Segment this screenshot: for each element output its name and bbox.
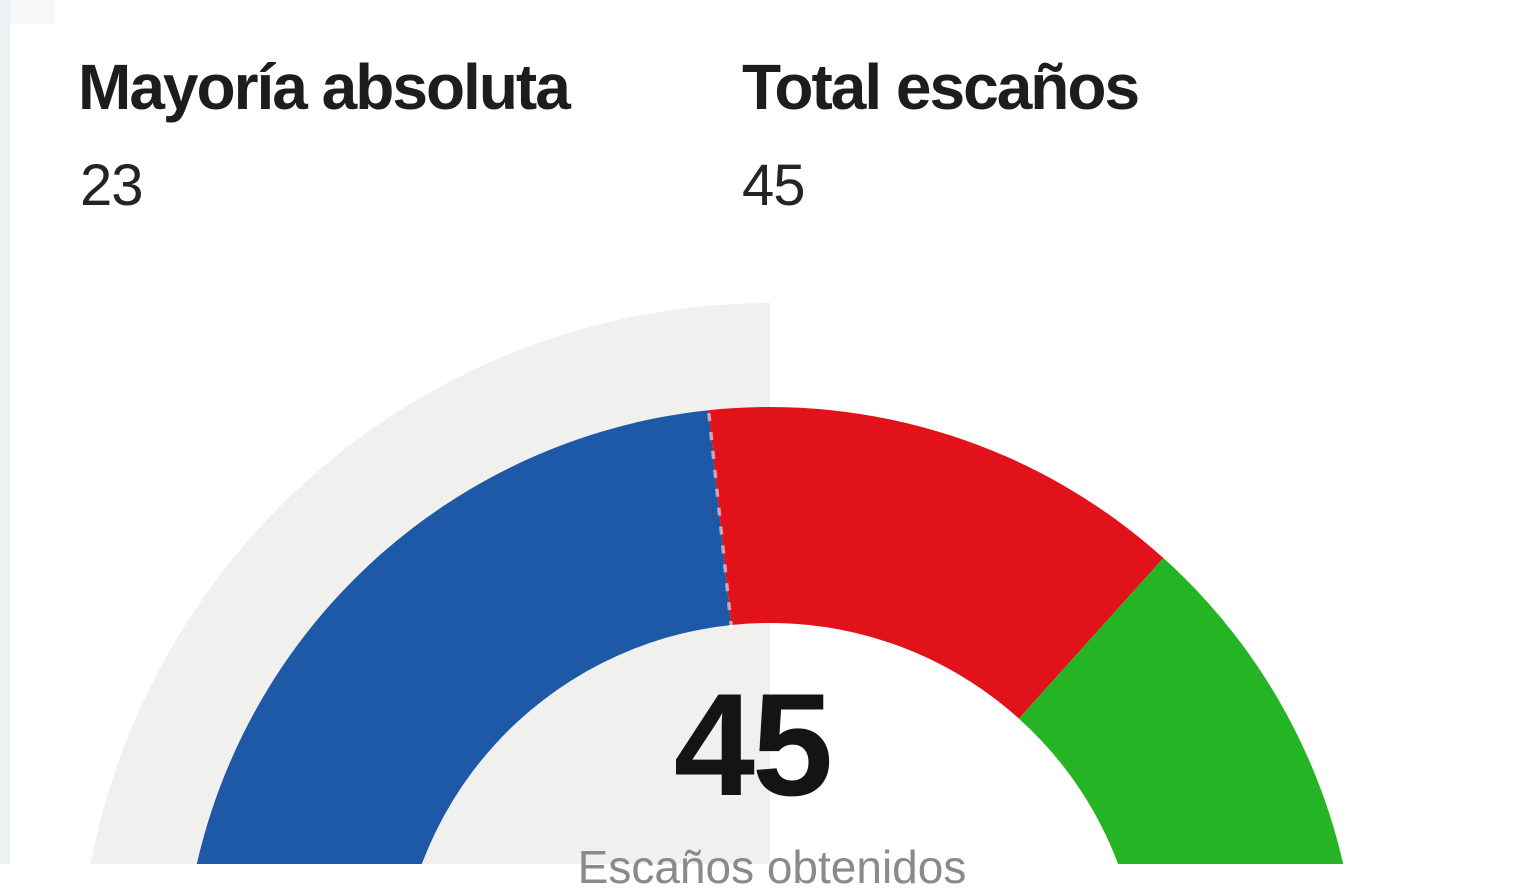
total-seats-value: 45 [742,153,806,218]
segment-party-red [708,406,1164,719]
chart-center-total: 45 [673,663,833,826]
segment-party-green [1018,558,1344,864]
chart-center-caption: Escaños obtenidos [577,841,967,893]
majority-label: Mayoría absoluta [78,51,571,123]
left-gutter-strip [0,0,10,864]
majority-value: 23 [80,153,144,218]
top-edge-artifact [10,0,54,24]
seats-half-donut-chart [90,303,1344,864]
segment-party-blue [196,410,732,864]
total-seats-label: Total escaños [742,51,1140,123]
